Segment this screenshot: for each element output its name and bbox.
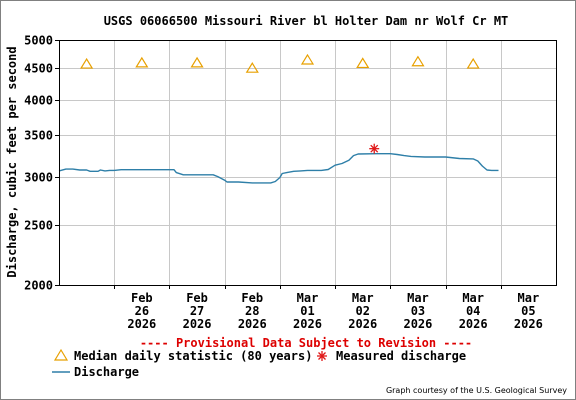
x-tick-label: Mar: [462, 291, 484, 305]
axes: 2000250030003500400045005000Feb262026Feb…: [24, 34, 557, 331]
median-marker: [411, 55, 425, 67]
legend-measured-label: Measured discharge: [336, 349, 466, 363]
chart-title: USGS 06066500 Missouri River bl Holter D…: [104, 14, 509, 28]
median-marker: [245, 62, 259, 73]
x-tick-label: 02: [355, 304, 369, 318]
plot-border: [59, 40, 557, 286]
series-layer: [58, 53, 499, 184]
y-tick-label: 3500: [24, 129, 53, 143]
x-tick-label: 28: [245, 304, 259, 318]
median-marker: [466, 57, 480, 69]
legend: Median daily statistic (80 years) Measur…: [52, 348, 466, 379]
x-tick-label: Mar: [352, 291, 374, 305]
y-tick-label: 2000: [24, 279, 53, 293]
y-tick-label: 2500: [24, 219, 53, 233]
x-tick-label: 2026: [459, 317, 488, 331]
median-marker: [80, 57, 94, 69]
x-tick-label: 04: [466, 304, 480, 318]
x-tick-label: Mar: [297, 291, 319, 305]
legend-discharge-label: Discharge: [74, 365, 139, 379]
y-tick-label: 5000: [24, 34, 53, 48]
x-tick-label: Mar: [407, 291, 429, 305]
legend-median-label: Median daily statistic (80 years): [74, 349, 312, 363]
x-tick-label: Feb: [131, 291, 153, 305]
x-tick-label: 2026: [238, 317, 267, 331]
median-marker: [190, 56, 204, 68]
credit-text: Graph courtesy of the U.S. Geological Su…: [386, 386, 567, 395]
x-tick-label: 2026: [403, 317, 432, 331]
x-tick-label: Feb: [241, 291, 263, 305]
x-tick-label: 03: [411, 304, 425, 318]
x-tick-label: Feb: [186, 291, 208, 305]
y-axis-label: Discharge, cubic feet per second: [5, 46, 19, 277]
x-tick-label: 05: [521, 304, 535, 318]
x-tick-label: 01: [300, 304, 314, 318]
legend-measured-marker: [317, 351, 327, 361]
x-tick-label: 26: [135, 304, 149, 318]
x-tick-label: 2026: [293, 317, 322, 331]
median-marker: [135, 56, 149, 68]
y-tick-label: 3000: [24, 171, 53, 185]
x-tick-label: Mar: [518, 291, 540, 305]
provisional-note: ---- Provisional Data Subject to Revisio…: [140, 336, 472, 350]
legend-median-marker: [53, 348, 69, 361]
measured-marker: [369, 143, 380, 154]
discharge-line: [58, 152, 499, 184]
x-tick-label: 27: [190, 304, 204, 318]
x-tick-label: 2026: [348, 317, 377, 331]
y-tick-label: 4000: [24, 94, 53, 108]
y-tick-label: 4500: [24, 62, 53, 76]
x-tick-label: 2026: [514, 317, 543, 331]
x-tick-label: 2026: [127, 317, 156, 331]
x-tick-label: 2026: [183, 317, 212, 331]
median-marker: [300, 53, 315, 65]
median-marker: [356, 57, 370, 69]
